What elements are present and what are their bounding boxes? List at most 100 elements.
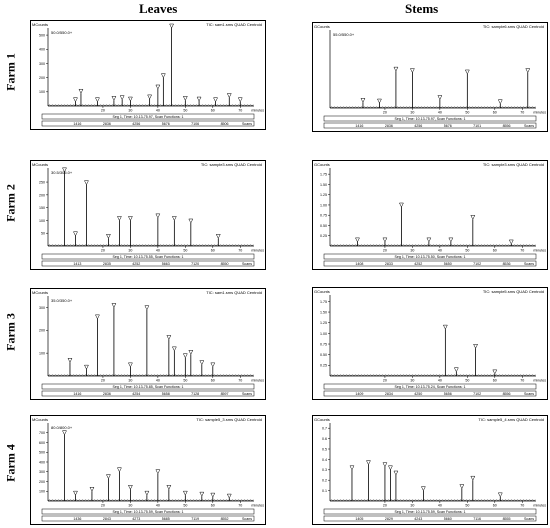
scan-tick-label: 8536 [503,262,511,266]
scan-tick-label: 1416 [355,124,363,128]
y-tick-label: 1.00 [320,203,327,207]
y-tick-label: 400 [39,460,45,464]
scan-tick-label: 1409 [355,392,363,396]
scan-unit-label: Scans [242,392,252,396]
scan-tick-label: 7120 [191,262,199,266]
peak-marker [213,97,218,103]
x-tick-label: 60 [211,504,215,508]
peak-marker [470,215,476,220]
x-tick-label: 30 [410,111,414,115]
chart-title: TIC: sam1.sms QUAD Centroid [206,22,262,27]
x-tick-label: 40 [438,111,442,115]
y-tick-label: 600 [39,441,45,445]
x-tick-label: 70 [520,249,524,253]
scan-tick-label: 4243 [414,517,422,521]
x-tick-label: 50 [183,109,187,113]
footer-bar [323,383,537,390]
y-tick-label: 0.50 [320,353,327,357]
peak-marker [355,237,360,243]
y-tick-label: 0.2 [322,479,327,483]
y-tick-label: 50 [41,232,45,236]
x-tick-label: 40 [156,504,160,508]
y-tick-label: 200 [39,76,45,80]
x-tick-label: 30 [128,109,132,113]
y-tick-label: 250 [39,180,45,184]
x-tick-label: 50 [183,504,187,508]
footer-text: Seg 1, Time: 10.13-75.97, Scan Functions… [394,117,465,121]
x-axis-label: minutes [251,109,264,113]
y-tick-label: 1.50 [320,310,327,314]
peak-marker [182,490,188,496]
scan-tick-label: 5676 [444,124,452,128]
y-tick-label: 1.75 [320,173,327,177]
x-tick-label: 40 [438,249,442,253]
peak-marker [226,93,232,99]
y-tick-label: 150 [39,206,45,210]
peak-marker [67,358,73,363]
chromatogram-farm4-leaves: MCounts TIC: sample5_3.sms QUAD Centroid 8… [30,415,266,525]
x-tick-label: 40 [156,109,160,113]
y-tick-label: 300 [39,470,45,474]
chromatogram-farm2-stems: GCounts TIC: sample3.sms QUAD Centroid 0.2… [312,160,548,270]
peak-marker [73,231,78,237]
scan-tick-label: 2834 [385,392,393,396]
footer-bar [41,253,255,260]
footer-bar [41,508,255,515]
x-tick-label: 30 [410,249,414,253]
y-tick-label: 500 [39,451,45,455]
scan-tick-label: 2836 [385,124,393,128]
footer-bar [323,508,537,515]
scan-tick-label: 4256 [132,122,140,126]
y-tick-label: 0.7 [322,427,327,431]
chart-title: TIC: sample3.sms QUAD Centroid [483,162,544,167]
peak-marker [155,84,161,90]
footer-bar [41,113,255,120]
y-tick-label: 500 [39,33,45,37]
peak-marker [382,462,388,468]
x-tick-label: 70 [238,109,242,113]
x-tick-label: 50 [183,379,187,383]
peak-marker [144,490,150,496]
x-tick-label: 30 [410,504,414,508]
y-tick-label: 1.75 [320,300,327,304]
y-tick-label: 700 [39,431,45,435]
y-unit-label: GCounts [314,417,330,422]
y-scale-label: 55.0/550.0+ [333,32,355,37]
footer-bar [323,253,537,260]
scan-tick-label: 7102 [473,392,481,396]
column-header-leaves: Leaves [139,1,178,16]
y-scale-label: 30.5/305.0+ [51,170,73,175]
scan-tick-label: 5663 [162,262,170,266]
y-tick-label: 1.50 [320,183,327,187]
peak-marker [508,239,514,245]
peak-marker [160,73,166,79]
x-axis-label: minutes [533,111,546,115]
scan-unit-label: Scans [524,517,534,521]
scan-tick-label: 4256 [414,124,422,128]
y-tick-label: 1.25 [320,193,327,197]
farm-label-2: Farm 2 [3,184,18,222]
x-tick-label: 60 [493,379,497,383]
peak-marker [382,237,388,243]
x-tick-label: 60 [493,249,497,253]
x-tick-label: 40 [438,379,442,383]
y-tick-label: 0.1 [322,489,327,493]
scan-tick-label: 1408 [355,262,363,266]
chromatogram-svg: GCounts TIC: sample3.sms QUAD Centroid 0.2… [312,160,548,270]
scan-tick-label: 8550 [221,262,229,266]
peak-marker [169,23,175,29]
chromatogram-svg: GCounts TIC: sample5.sms QUAD Centroid 0.2… [312,287,548,400]
y-tick-label: 400 [39,48,45,52]
scan-tick-label: 7102 [473,262,481,266]
scan-tick-label: 8506 [221,122,229,126]
chart-title: TIC: sample5_4.sms QUAD Centroid [478,417,544,422]
peak-marker [144,305,150,311]
peak-marker [127,485,133,490]
panel-frame [312,160,548,270]
peak-marker [420,486,426,492]
baseline-trace [329,244,536,246]
farm-label-4: Farm 4 [3,444,18,482]
scan-tick-label: 5650 [444,262,452,266]
y-unit-label: MCounts [32,417,48,422]
peak-marker [497,99,503,105]
